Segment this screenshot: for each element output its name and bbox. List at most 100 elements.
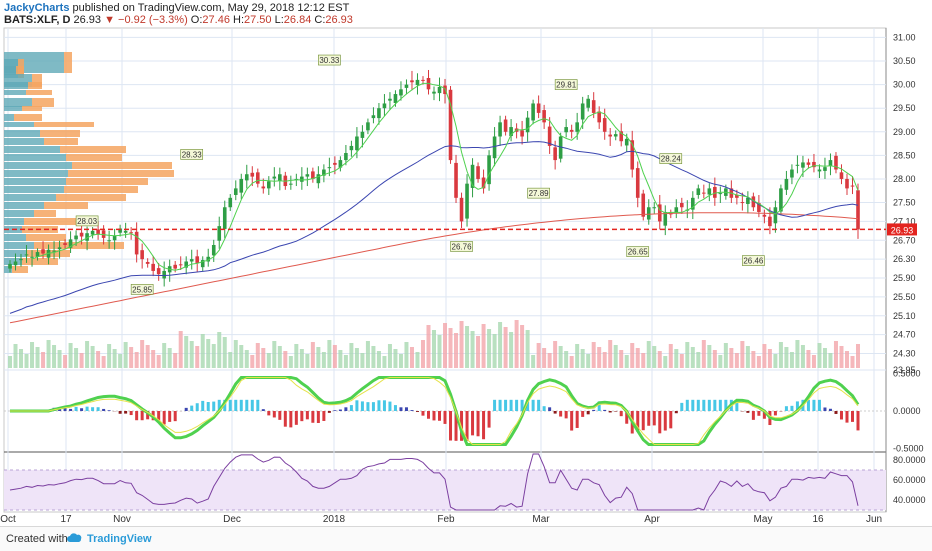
volume-bar: [294, 344, 298, 368]
candle-down: [146, 262, 150, 264]
volume-bar: [757, 356, 761, 368]
x-tick-label: Feb: [437, 514, 455, 525]
macd-histogram-bar: [421, 411, 424, 416]
volume-profile-buy-bar: [4, 90, 26, 95]
volume-bar: [129, 347, 133, 368]
candle-up: [278, 174, 282, 181]
volume-bar: [845, 351, 849, 368]
x-tick-label: May: [754, 514, 773, 525]
macd-histogram-bar: [300, 411, 303, 421]
macd-histogram-bar: [746, 411, 749, 413]
volume-bar: [190, 341, 194, 368]
candle-up: [234, 188, 238, 195]
macd-histogram-bar: [658, 411, 661, 433]
candle-up: [74, 236, 78, 240]
candle-up: [818, 170, 822, 172]
candle-down: [768, 217, 772, 226]
volume-bar: [834, 341, 838, 368]
macd-histogram-bar: [256, 400, 259, 411]
price-annotation-label: 28.24: [661, 155, 682, 164]
candle-down: [504, 120, 508, 132]
volume-bar: [608, 340, 612, 368]
candle-up: [829, 160, 833, 166]
volume-bar: [663, 356, 667, 368]
volume-bar: [366, 341, 370, 368]
macd-histogram-bar: [405, 407, 408, 411]
price-tick-label: 30.00: [893, 80, 916, 90]
volume-bar: [553, 341, 557, 368]
candle-down: [597, 111, 601, 122]
macd-histogram-bar: [240, 400, 243, 411]
volume-profile-sell-bar: [34, 242, 124, 249]
candle-up: [575, 122, 579, 131]
candle-up: [52, 251, 56, 252]
macd-histogram-bar: [124, 411, 127, 414]
candle-down: [845, 179, 849, 188]
volume-profile-buy-bar: [4, 170, 68, 177]
rsi-tick-label: 60.0000: [893, 475, 926, 485]
volume-bar: [581, 349, 585, 368]
macd-histogram-bar: [119, 411, 122, 414]
macd-histogram-bar: [829, 409, 832, 411]
macd-histogram-bar: [785, 406, 788, 411]
volume-bar: [471, 331, 475, 368]
macd-histogram-bar: [251, 400, 254, 411]
volume-profile-sell-bar: [56, 194, 126, 201]
candle-up: [19, 259, 23, 260]
volume-bar: [713, 350, 717, 368]
volume-bar: [102, 356, 106, 368]
macd-histogram-bar: [664, 411, 667, 431]
price-tick-label: 28.00: [893, 174, 916, 184]
volume-bar: [729, 348, 733, 368]
volume-bar: [234, 340, 238, 368]
macd-histogram-bar: [857, 411, 860, 430]
price-annotation-label: 25.85: [132, 285, 153, 294]
candle-down: [608, 135, 612, 137]
volume-profile-sell-bar: [64, 186, 138, 193]
price-annotation-label: 28.33: [182, 150, 203, 159]
candle-up: [306, 174, 310, 176]
macd-histogram-bar: [477, 411, 480, 436]
volume-profile-sell-bar: [14, 114, 42, 121]
macd-histogram-bar: [207, 402, 210, 411]
candle-up: [531, 103, 535, 120]
volume-bar: [438, 335, 442, 368]
candle-up: [785, 179, 789, 190]
macd-histogram-bar: [317, 411, 320, 423]
candle-down: [333, 163, 337, 165]
tradingview-brand[interactable]: TradingView: [87, 533, 152, 545]
macd-histogram-bar: [565, 411, 568, 418]
volume-bar: [669, 344, 673, 368]
macd-histogram-bar: [262, 409, 265, 411]
volume-profile-buy-bar: [4, 210, 34, 217]
candle-up: [91, 231, 95, 235]
candle-up: [493, 136, 497, 158]
price-tick-label: 30.50: [893, 56, 916, 66]
volume-bar: [548, 353, 552, 368]
volume-bar: [779, 342, 783, 368]
volume-bar: [58, 350, 62, 368]
price-annotation-label: 30.33: [319, 56, 340, 65]
volume-bar: [751, 351, 755, 368]
volume-profile-sell-bar: [68, 170, 174, 177]
candle-up: [498, 122, 502, 136]
macd-histogram-bar: [278, 411, 281, 420]
volume-bar: [311, 342, 315, 368]
volume-profile-buy-bar: [4, 146, 60, 153]
volume-profile-buy-bar: [4, 202, 44, 209]
volume-profile-buy-bar: [4, 250, 26, 257]
volume-profile-buy-bar: [4, 122, 34, 127]
candle-down: [702, 193, 706, 194]
price-tick-label: 25.10: [893, 311, 916, 321]
candle-up: [388, 99, 392, 101]
volume-bar: [691, 347, 695, 368]
volume-bar: [8, 356, 12, 368]
volume-bar: [74, 348, 78, 368]
volume-bar: [410, 347, 414, 368]
volume-bar: [107, 344, 111, 368]
macd-histogram-bar: [108, 410, 111, 411]
volume-bar: [597, 347, 601, 368]
volume-profile-buy-bar: [4, 186, 64, 193]
volume-bar: [25, 354, 29, 368]
